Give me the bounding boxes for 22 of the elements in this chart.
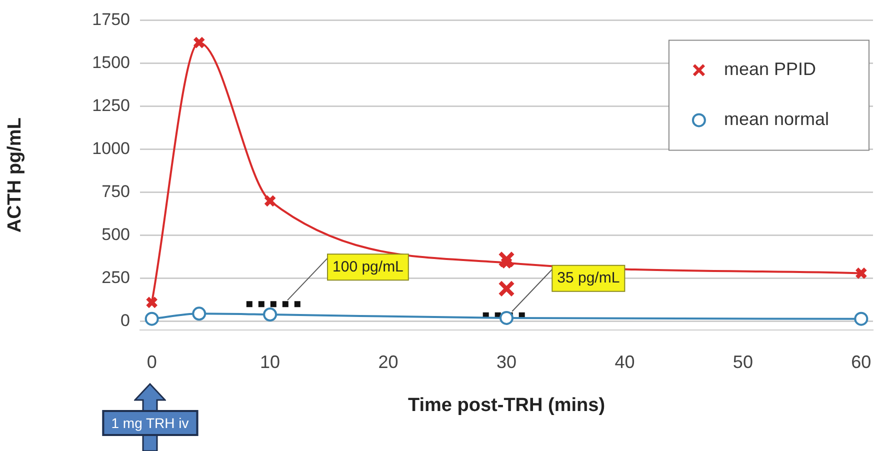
y-tick-label: 1750 (92, 10, 130, 29)
annotation: 35 pg/mL (557, 270, 620, 287)
legend-label: mean PPID (724, 59, 816, 80)
y-tick-label: 250 (102, 268, 130, 288)
x-tick-label: 10 (260, 352, 280, 372)
x-axis-title: Time post-TRH (mins) (408, 394, 606, 416)
x-tick-label: 20 (378, 352, 398, 372)
y-tick-label: 1250 (92, 96, 130, 115)
x-tick-label: 0 (146, 352, 157, 372)
annotation: 100 pg/mL (332, 258, 404, 276)
x-tick-label: 50 (732, 352, 753, 372)
y-tick-label: 0 (120, 311, 130, 330)
legend-label: mean normal (724, 109, 829, 130)
y-tick-label: 750 (102, 182, 130, 201)
y-tick-label: 500 (102, 225, 130, 244)
y-axis-title: ACTH pg/mL (4, 117, 26, 233)
x-tick-label: 60 (851, 352, 872, 372)
x-tick-label: 30 (496, 352, 517, 372)
text: 1 mg TRH iv (102, 410, 198, 436)
x-tick-label: 40 (614, 352, 635, 372)
y-tick-label: 1500 (92, 52, 130, 72)
y-tick-label: 1000 (92, 138, 130, 158)
